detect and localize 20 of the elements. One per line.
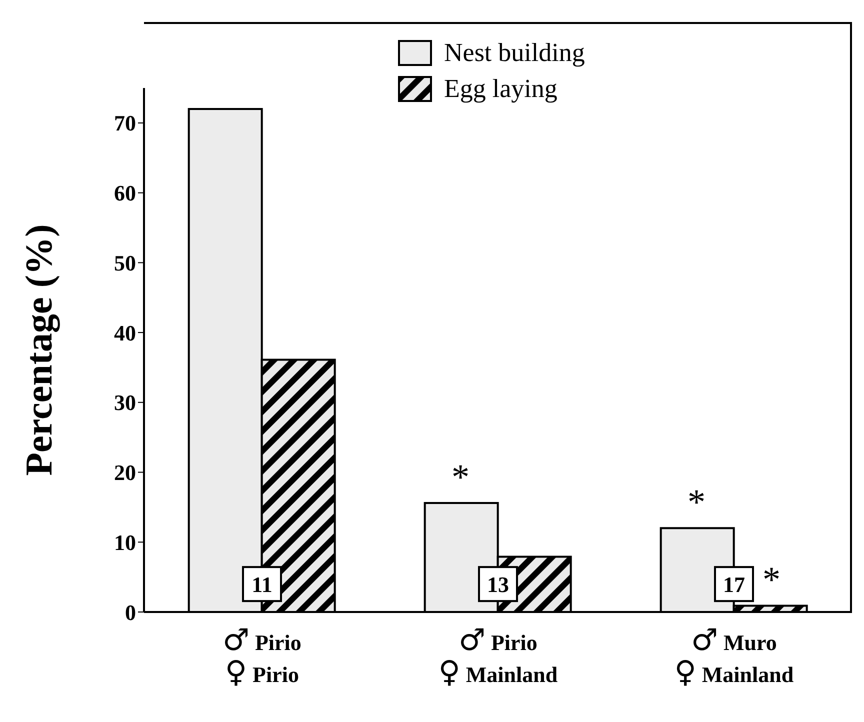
category-label: ♂ Pirio ♀ Mainland bbox=[438, 623, 558, 690]
category-label: ♂ Muro ♀ Mainland bbox=[674, 623, 794, 690]
y-tick-label: 40 bbox=[114, 320, 136, 346]
x-tick-label: ♂ Pirio ♀ Pirio bbox=[222, 623, 302, 690]
y-tick-label: 70 bbox=[114, 110, 136, 136]
annotation: * bbox=[452, 457, 470, 498]
y-axis-title: Percentage (%) bbox=[18, 224, 60, 476]
annotation: 11 bbox=[252, 572, 272, 598]
y-tick-label: 10 bbox=[114, 530, 136, 555]
y-tick-label: 60 bbox=[114, 180, 136, 206]
annotation: 17 bbox=[723, 572, 745, 598]
annotation: 13 bbox=[487, 572, 509, 598]
annotation: * bbox=[688, 482, 706, 522]
y-tick-label: 30 bbox=[114, 390, 136, 416]
legend-label: Nest building bbox=[444, 38, 585, 68]
y-tick-label: 20 bbox=[114, 460, 136, 486]
legend-label: Egg laying bbox=[444, 74, 558, 104]
y-tick-label: 0 bbox=[125, 600, 136, 625]
y-tick-label: 50 bbox=[114, 250, 136, 276]
annotation: * bbox=[762, 560, 780, 600]
